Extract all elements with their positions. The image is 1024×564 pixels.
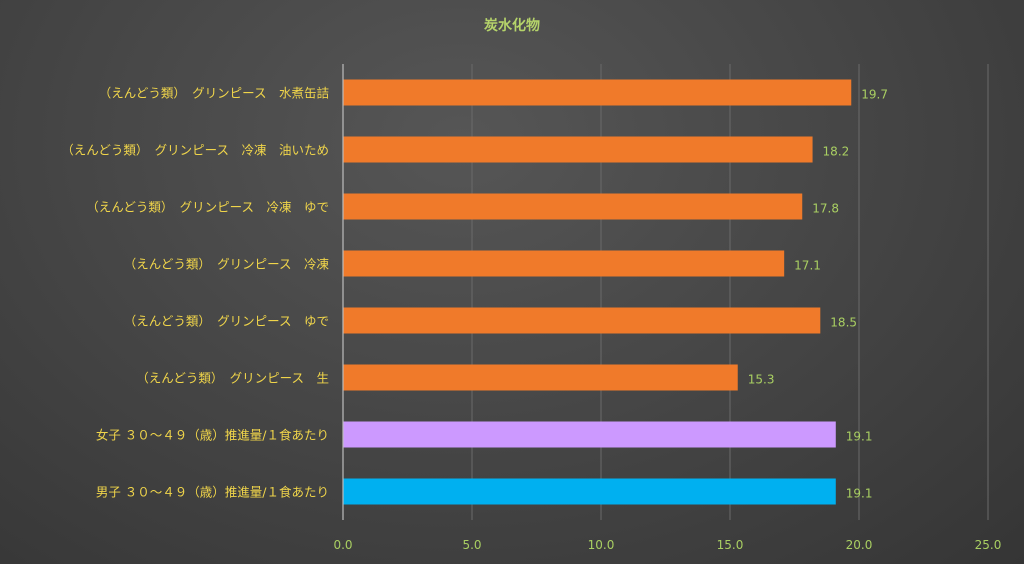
value-label: 19.1 [846, 430, 873, 444]
category-label: （えんどう類） グリンピース 水煮缶詰 [99, 86, 329, 101]
category-labels: （えんどう類） グリンピース 水煮缶詰 （えんどう類） グリンピース 冷凍 油いた… [61, 86, 329, 500]
gridlines [471, 64, 989, 520]
bar [343, 478, 836, 505]
value-label: 15.3 [748, 373, 775, 387]
value-label: 17.1 [794, 259, 821, 273]
bar [343, 364, 738, 391]
bar [343, 79, 852, 106]
bar [343, 307, 821, 334]
category-label: （えんどう類） グリンピース 冷凍 ゆで [86, 200, 329, 215]
x-tick-label: 0.0 [333, 538, 352, 552]
value-label: 19.7 [861, 88, 888, 102]
value-label: 18.5 [830, 316, 857, 330]
x-tick-label: 10.0 [588, 538, 615, 552]
value-label: 17.8 [812, 202, 839, 216]
value-labels: 19.7 18.2 17.8 17.1 18.5 15.3 19.1 19.1 [748, 88, 888, 501]
value-label: 18.2 [823, 145, 850, 159]
x-tick-label: 5.0 [462, 538, 481, 552]
category-label: （えんどう類） グリンピース 冷凍 油いため [61, 143, 329, 158]
category-label: （えんどう類） グリンピース ゆで [124, 314, 329, 329]
x-tick-label: 20.0 [846, 538, 873, 552]
category-label: 男子 ３０～４９（歳）推進量/１食あたり [96, 485, 329, 500]
value-label: 19.1 [846, 487, 873, 501]
bar [343, 421, 836, 448]
bar [343, 250, 785, 277]
bars [343, 79, 852, 505]
x-tick-label: 15.0 [717, 538, 744, 552]
category-label: 女子 ３０～４９（歳）推進量/１食あたり [96, 428, 329, 443]
bar [343, 136, 813, 163]
chart-title: 炭水化物 [484, 17, 540, 34]
x-tick-labels: 0.0 5.0 10.0 15.0 20.0 25.0 [333, 538, 1001, 552]
category-label: （えんどう類） グリンピース 冷凍 [124, 257, 330, 272]
category-label: （えんどう類） グリンピース 生 [136, 371, 329, 386]
x-tick-label: 25.0 [975, 538, 1002, 552]
bar [343, 193, 803, 220]
